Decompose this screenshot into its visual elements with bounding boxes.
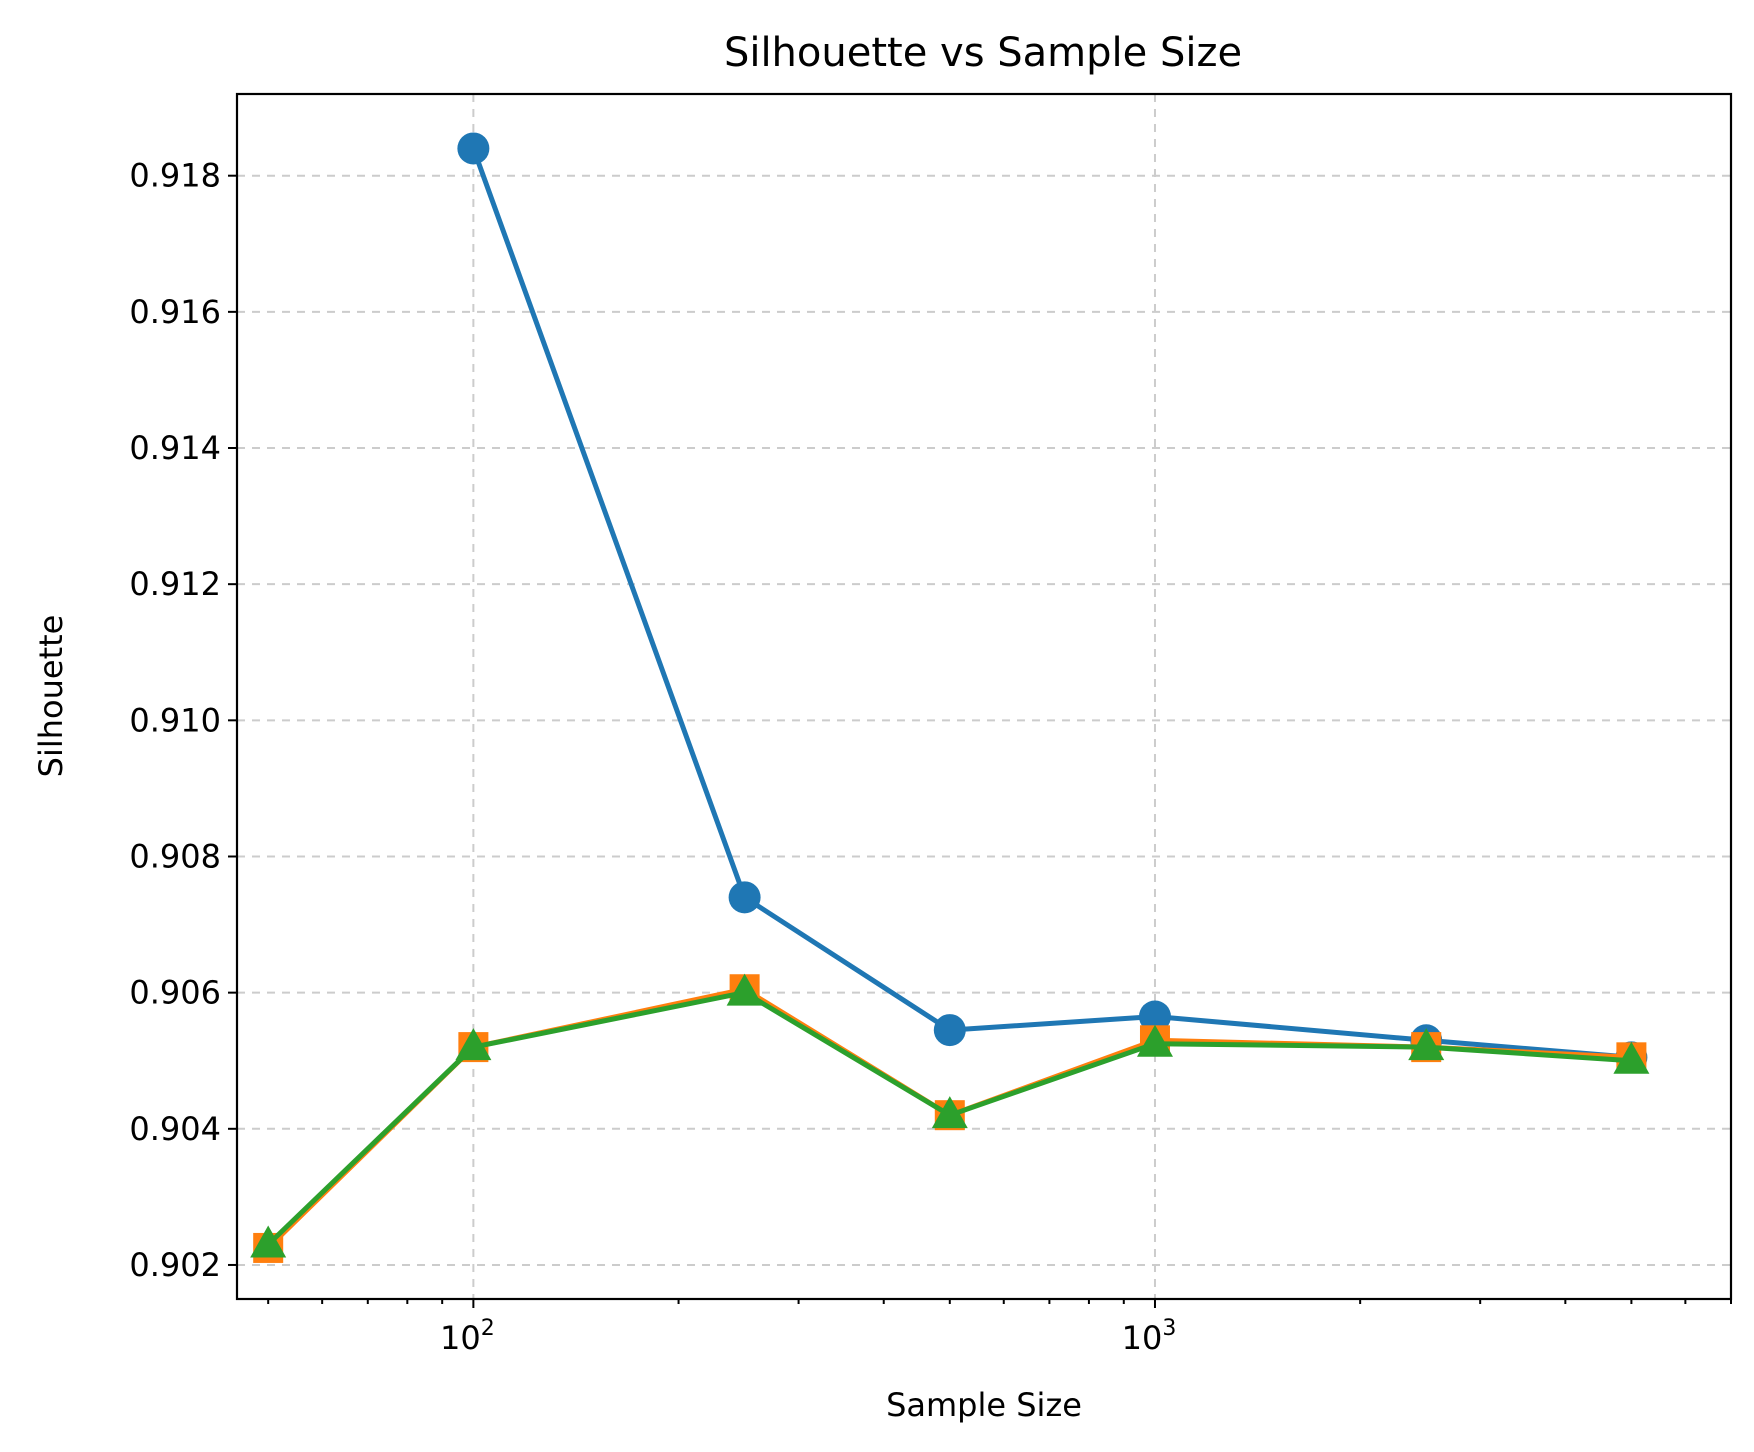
y-axis-label: Silhouette: [32, 615, 70, 778]
y-tick-label: 0.908: [129, 837, 221, 875]
plot-frame: [235, 92, 1733, 1301]
data-point: [931, 1096, 968, 1129]
data-point: [726, 973, 763, 1006]
data-point: [933, 1014, 966, 1047]
series-3: [250, 973, 1650, 1258]
y-tick-label: 0.918: [129, 157, 221, 195]
y-tick-label: 0.912: [129, 565, 221, 603]
chart-title: Silhouette vs Sample Size: [724, 30, 1242, 76]
series-1: [457, 132, 1648, 1074]
axis-ticks: 0.902 0.904 0.906 0.908 0.910 0.912 0.914 0.916…: [129, 157, 1732, 1357]
data-point: [728, 881, 761, 914]
series-layer: [250, 132, 1650, 1263]
y-tick-label: 0.904: [129, 1110, 221, 1148]
data-point: [1136, 1024, 1173, 1057]
y-tick-label: 0.906: [129, 974, 221, 1012]
data-point: [1408, 1028, 1445, 1061]
y-tick-label: 0.910: [129, 701, 221, 739]
y-tick-label: 0.916: [129, 293, 221, 331]
data-point: [457, 132, 490, 165]
data-point: [1138, 1000, 1171, 1033]
x-tick-label: 103: [1122, 1316, 1177, 1357]
y-tick-label: 0.914: [129, 429, 221, 467]
x-axis-label: Sample Size: [886, 1386, 1082, 1424]
data-point: [455, 1028, 492, 1061]
series-line: [471, 147, 1632, 1060]
x-tick-label: 102: [440, 1316, 495, 1357]
data-point: [1613, 1041, 1650, 1074]
data-point: [250, 1225, 287, 1258]
grid: [237, 94, 1731, 1299]
y-tick-label: 0.902: [129, 1246, 221, 1284]
